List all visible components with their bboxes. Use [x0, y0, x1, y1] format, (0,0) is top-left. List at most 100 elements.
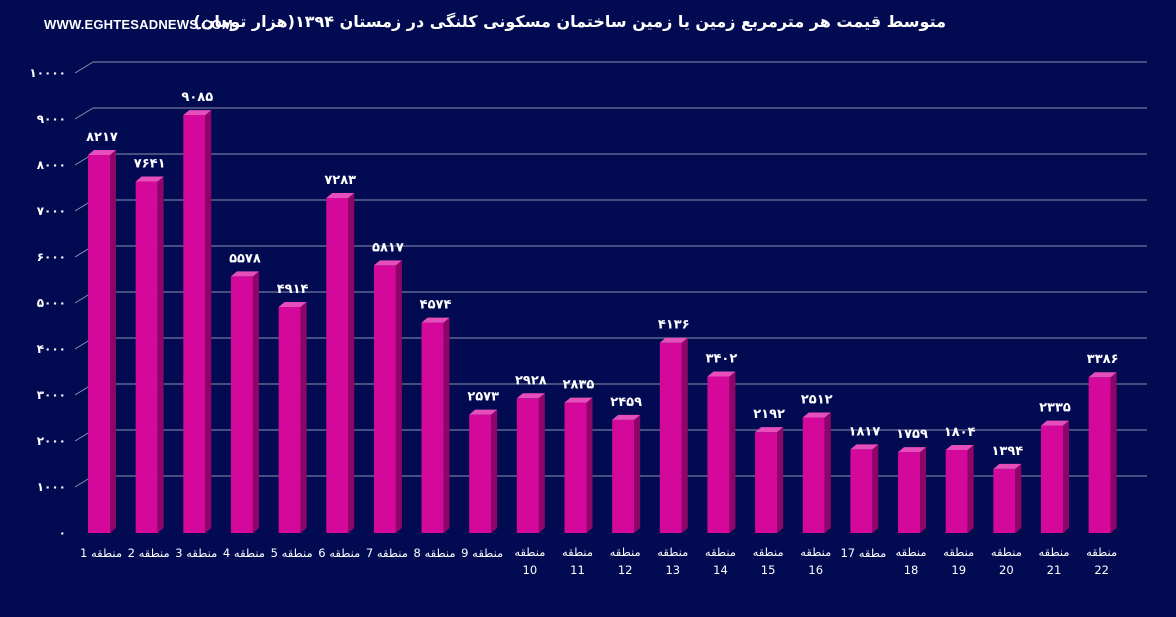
bar-front [1088, 377, 1111, 533]
bar-value-label: ۱۸۱۷ [849, 424, 881, 439]
y-tick-label: ۲۰۰۰ [37, 434, 66, 448]
data-labels: ۸۲۱۷ ۷۶۴۱ ۹۰۸۵ ۵۵۷۸ ۴۹۱۴ ۷۲۸۳ ۵۸۱۷ ۴۵۷۴ ۲۵۷۳ ۲۹۲۸… [86, 90, 1118, 459]
bar-top [183, 110, 212, 116]
bar-front [1041, 425, 1063, 533]
bar [183, 110, 212, 533]
bar-side [586, 397, 593, 533]
bar-value-label: ۵۵۷۸ [229, 251, 261, 266]
bar-front [278, 306, 301, 533]
chart-title: متوسط قیمت هر مترمربع زمین یا زمین ساختم… [193, 12, 946, 31]
y-tick-label: ۰ [59, 526, 66, 540]
x-category-label: منطقه [610, 545, 641, 559]
x-category-label: منطقه [1086, 545, 1117, 559]
x-category-number: 21 [1047, 563, 1062, 577]
x-category-number: 14 [713, 563, 728, 577]
bar-top [421, 317, 450, 323]
y-tick-label: ۱۰۰۰ [37, 480, 66, 494]
bar [421, 317, 450, 533]
bar [945, 445, 974, 533]
y-tick-label: ۴۰۰۰ [37, 342, 66, 356]
bar-top [88, 150, 116, 156]
x-category-label: منطقه [753, 545, 784, 559]
bar-value-label: ۲۴۵۹ [610, 395, 642, 410]
x-category-label: منطقه [657, 545, 688, 559]
x-category-label: منطقه [562, 545, 593, 559]
bar-value-label: ۷۶۴۱ [134, 157, 166, 172]
bar [993, 463, 1022, 533]
bar-side [348, 192, 355, 533]
bar [755, 427, 784, 533]
bar [612, 414, 641, 533]
bar-top [516, 393, 545, 399]
bar-front [230, 276, 253, 533]
bar-value-label: ۲۱۹۲ [753, 407, 785, 422]
bar-front [993, 468, 1016, 533]
bar-side [681, 337, 688, 533]
bar-front [898, 452, 921, 533]
bar-front [564, 402, 587, 533]
x-category-label: منطقه [1038, 545, 1069, 559]
bar-top [373, 260, 402, 266]
bar [469, 409, 498, 533]
bar-top [326, 192, 355, 198]
bar-front [802, 417, 825, 533]
bar-value-label: ۲۹۲۸ [515, 373, 547, 388]
bar-top [1041, 420, 1069, 426]
bar [230, 271, 259, 533]
bar-value-label: ۴۱۳۶ [658, 318, 690, 333]
x-category-label: منطقه [514, 545, 545, 559]
bar-front [945, 450, 968, 533]
bar-top [802, 412, 831, 418]
bar-top [898, 447, 927, 453]
y-tick-label: ۷۰۰۰ [37, 204, 66, 218]
bar-front [612, 419, 635, 533]
x-category-number: 10 [523, 563, 538, 577]
bar-side [872, 444, 879, 533]
x-category-label: 6 منطقه [318, 546, 360, 560]
bar-value-label: ۲۳۳۵ [1039, 401, 1071, 416]
bar [373, 260, 402, 533]
x-category-label: 7 منطقه [366, 546, 408, 560]
bar-side [395, 260, 402, 533]
x-category-number: 19 [951, 563, 966, 577]
x-category-label: 1 منطقه [80, 546, 122, 560]
bar-side [300, 301, 307, 533]
bar [707, 371, 736, 533]
bar-side [777, 427, 784, 533]
x-category-label: 5 منطقه [271, 546, 313, 560]
x-category-number: 16 [808, 563, 823, 577]
bar-side [634, 414, 641, 533]
bar [1088, 372, 1117, 533]
bar-side [538, 393, 545, 533]
y-tick-label: ۵۰۰۰ [37, 296, 66, 310]
bar-side [920, 447, 927, 533]
bar-front [135, 181, 158, 533]
bar-value-label: ۷۲۸۳ [324, 173, 356, 188]
bar-front [469, 414, 492, 533]
bar-value-label: ۳۴۰۲ [706, 352, 738, 367]
bar-front [659, 342, 682, 533]
x-category-number: 20 [999, 563, 1014, 577]
x-category-label: 2 منطقه [128, 546, 170, 560]
x-category-label: منطقه [943, 545, 974, 559]
y-tick-label: ۶۰۰۰ [37, 250, 66, 264]
x-category-number: 11 [570, 563, 585, 577]
bar-front [373, 265, 396, 533]
bar [88, 150, 116, 533]
bar-front [516, 398, 539, 533]
y-tick-label: ۸۰۰۰ [37, 158, 66, 172]
x-category-number: 18 [904, 563, 919, 577]
x-category-label: 3 منطقه [175, 546, 217, 560]
bar-value-label: ۹۰۸۵ [181, 90, 213, 105]
bar-side [1110, 372, 1117, 533]
bar-top [612, 414, 641, 420]
bar-side [729, 371, 736, 533]
bar-value-label: ۸۲۱۷ [86, 130, 118, 145]
bar-top [278, 301, 307, 307]
bar-value-label: ۱۳۹۴ [991, 444, 1023, 459]
bar-side [967, 445, 974, 533]
bar [1041, 420, 1069, 533]
x-category-label: منطقه [705, 545, 736, 559]
x-category-label: 9 منطقه [461, 546, 503, 560]
